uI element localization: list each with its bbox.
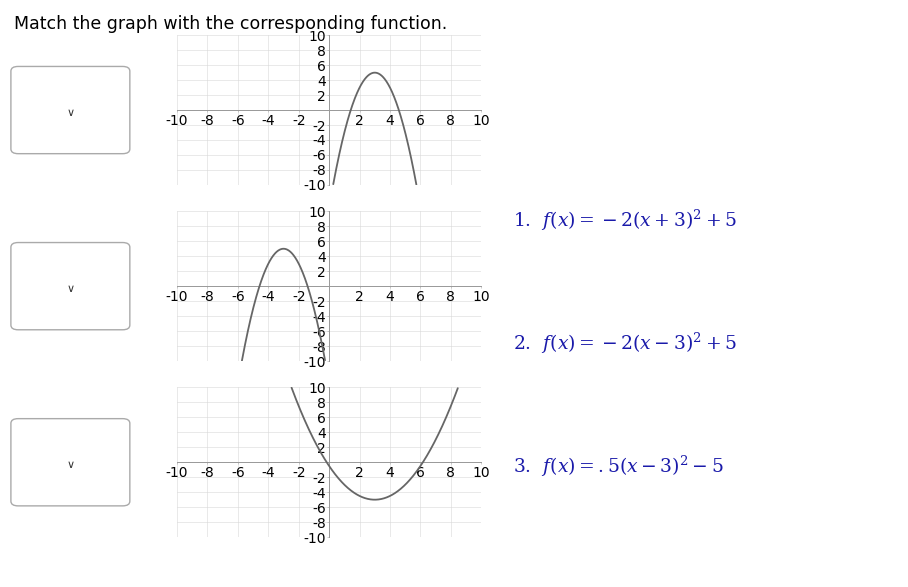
Text: ∨: ∨ (66, 460, 74, 470)
Text: 2.  $f(x) = -2(x - 3)^2 + 5$: 2. $f(x) = -2(x - 3)^2 + 5$ (513, 331, 737, 356)
Text: 1.  $f(x) = -2(x + 3)^2 + 5$: 1. $f(x) = -2(x + 3)^2 + 5$ (513, 208, 737, 232)
Text: Match the graph with the corresponding function.: Match the graph with the corresponding f… (14, 15, 447, 33)
Text: 3.  $f(x) =.5(x - 3)^2 - 5$: 3. $f(x) =.5(x - 3)^2 - 5$ (513, 454, 724, 479)
Text: ∨: ∨ (66, 108, 74, 118)
Text: ∨: ∨ (66, 284, 74, 294)
